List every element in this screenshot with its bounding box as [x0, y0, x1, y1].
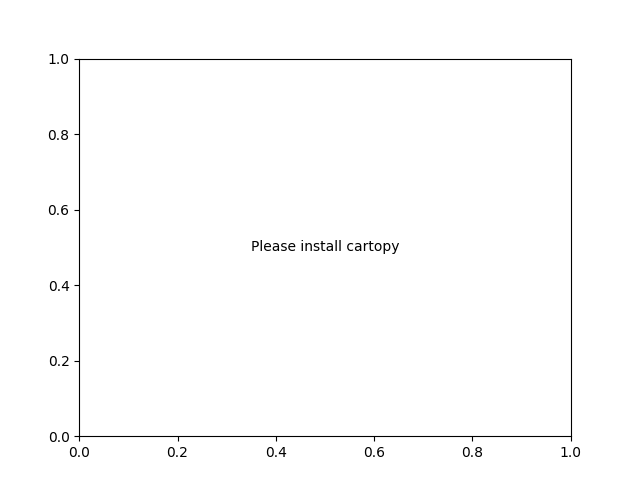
- Text: Please install cartopy: Please install cartopy: [250, 241, 399, 254]
